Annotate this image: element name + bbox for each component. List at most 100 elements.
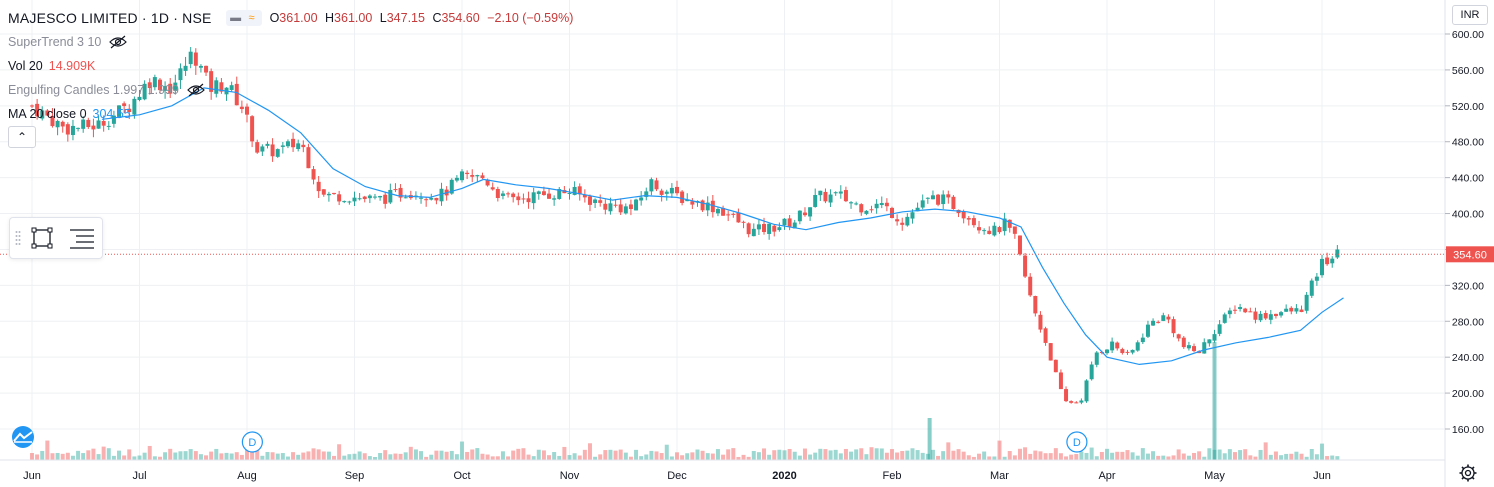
volume-bar (444, 451, 449, 460)
price-axis[interactable]: 160.00200.00240.00280.00320.00360.00400.… (1445, 29, 1484, 436)
legend-buttons[interactable]: ▬ ≈ (225, 10, 262, 26)
volume-label[interactable]: Vol 20 (8, 59, 43, 73)
candle-body (618, 204, 623, 213)
volume-bar (76, 450, 81, 460)
volume-bar (1171, 455, 1176, 460)
volume-bar (332, 455, 337, 460)
ma-row[interactable]: MA 20 close 0 304.55 (8, 102, 577, 126)
volume-bar (157, 456, 162, 460)
candle-body (1161, 315, 1166, 321)
candle-body (142, 83, 147, 100)
volume-bar (736, 456, 741, 460)
candle-body (547, 193, 552, 199)
volume-bar (557, 455, 562, 460)
wave-icon[interactable]: ≈ (248, 12, 255, 24)
ma-label[interactable]: MA 20 close 0 (8, 107, 87, 121)
volume-bar (500, 451, 505, 460)
volume-bar (378, 453, 383, 460)
candle-body (1181, 337, 1186, 348)
volume-bar (1325, 456, 1330, 460)
engulfing-label[interactable]: Engulfing Candles 1.997 1.999 (8, 83, 179, 97)
currency-label[interactable]: INR (1452, 5, 1488, 25)
volume-bar (1207, 448, 1212, 460)
volume-bar (1289, 453, 1294, 460)
volume-bar (936, 455, 941, 460)
supertrend-label[interactable]: SuperTrend 3 10 (8, 35, 102, 49)
high-key: H (325, 11, 335, 25)
candle-body (188, 51, 193, 65)
candle-body (250, 116, 255, 142)
candle-body (434, 197, 439, 201)
x-tick-label: Oct (453, 470, 470, 482)
candle-body (1043, 328, 1048, 343)
eye-off-icon[interactable] (109, 35, 128, 49)
candle-body (623, 206, 628, 214)
volume-bar (275, 453, 280, 460)
candle-body (1227, 310, 1232, 315)
candle-body (1258, 313, 1263, 321)
candle-body (1176, 334, 1181, 339)
dividend-marker-icon (241, 431, 263, 453)
symbol-title[interactable]: MAJESCO LIMITED · 1D · NSE (8, 10, 212, 26)
candle-body (378, 195, 383, 198)
candle-body (101, 121, 106, 126)
volume-row[interactable]: Vol 20 14.909K (8, 54, 577, 78)
candle-body (849, 202, 854, 204)
volume-bar (854, 449, 859, 460)
candle-body (828, 194, 833, 203)
candle-body (628, 204, 633, 210)
y-tick-label: 160.00 (1452, 424, 1484, 436)
volume-bar (521, 448, 526, 460)
volume-bar (634, 449, 639, 460)
volume-bar (879, 448, 884, 460)
volume-bar (35, 454, 40, 460)
candle-body (859, 204, 864, 213)
candle-body (884, 202, 889, 207)
eye-off-icon[interactable] (187, 83, 205, 97)
volume-bar (971, 456, 976, 460)
volume-bar (372, 456, 377, 460)
volume-bar (1145, 453, 1150, 460)
settings-gear-icon[interactable] (1459, 464, 1477, 482)
tradingview-logo-icon[interactable] (8, 426, 38, 448)
candle-body (296, 143, 301, 149)
rectangle-tool-icon[interactable] (30, 226, 54, 250)
volume-bar (961, 451, 966, 460)
candle-body (55, 120, 60, 128)
volume-bar (122, 455, 127, 460)
floating-drawing-toolbar[interactable] (9, 217, 103, 259)
volume-bar (1222, 453, 1227, 460)
collapse-legend-button[interactable]: ⌃ (8, 126, 36, 148)
volume-bar (1069, 454, 1074, 460)
candle-body (920, 200, 925, 208)
engulfing-row[interactable]: Engulfing Candles 1.997 1.999 (8, 78, 577, 102)
volume-spike (927, 418, 932, 460)
candle-body (372, 196, 377, 198)
change-value: −2.10 (−0.59%) (487, 11, 574, 25)
candle-body (393, 189, 398, 191)
candle-body (751, 228, 756, 237)
volume-bar (193, 451, 198, 460)
volume-bar (802, 448, 807, 460)
candle-body (81, 119, 86, 129)
candle-body (700, 200, 705, 211)
candle-body (65, 124, 70, 135)
supertrend-row[interactable]: SuperTrend 3 10 (8, 30, 577, 54)
candle-body (511, 193, 516, 198)
candle-body (285, 141, 290, 147)
candle-body (117, 105, 122, 117)
minus-icon[interactable]: ▬ (230, 12, 242, 24)
candle-body (35, 103, 40, 117)
volume-bar (1023, 447, 1028, 460)
volume-bar (285, 456, 290, 460)
candle-body (587, 196, 592, 205)
ma-value: 304.55 (92, 107, 131, 121)
candle-body (183, 65, 188, 71)
candle-body (204, 65, 209, 73)
drag-handle-icon[interactable] (15, 230, 21, 246)
candle-body (1038, 314, 1043, 330)
time-axis[interactable]: Jun Jul Aug Sep Oct Nov Dec 2020 Feb Mar Apr May Jun (23, 470, 1331, 482)
object-tree-icon[interactable] (68, 226, 96, 250)
volume-bar (1284, 453, 1289, 460)
volume-bar (531, 456, 536, 460)
